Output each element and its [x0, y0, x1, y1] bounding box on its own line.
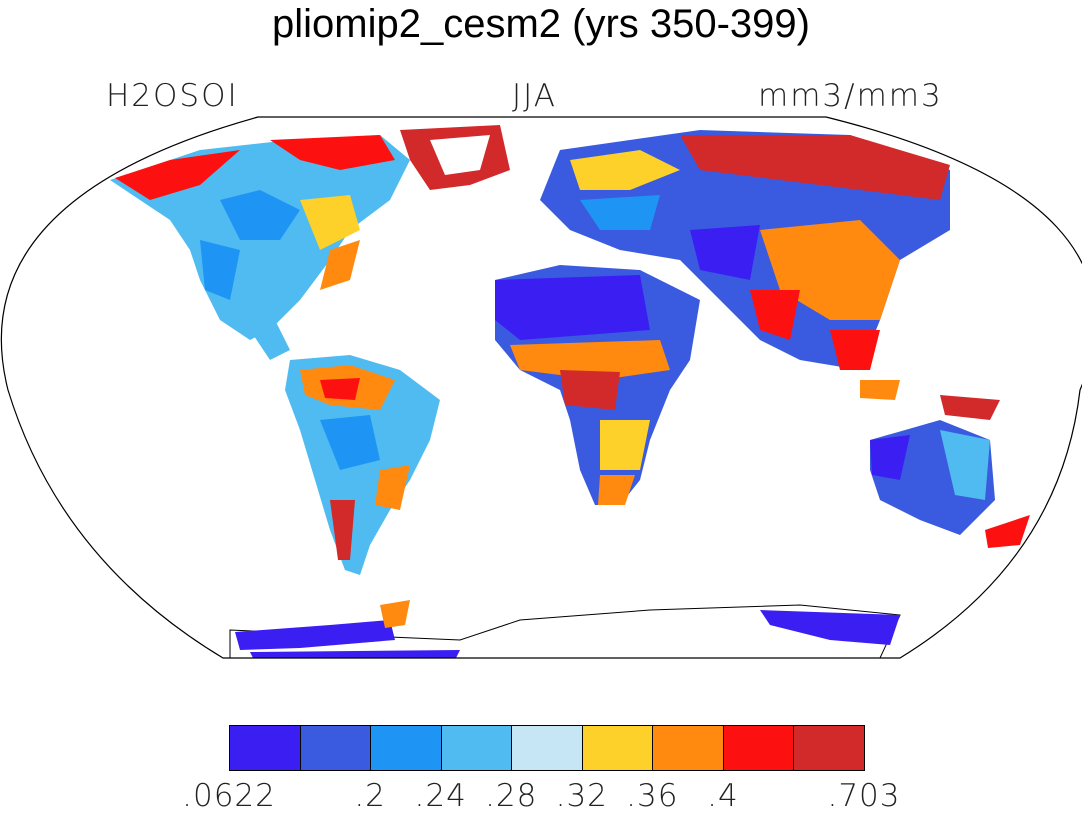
colorbar-tick-label: .4: [707, 778, 739, 814]
units-label: mm3/mm3: [758, 78, 943, 114]
map-boundary: [0, 116, 1082, 659]
antarctica-region: [229, 600, 901, 658]
colorbar-box-9: [793, 725, 865, 771]
map-title: pliomip2_cesm2 (yrs 350-399): [271, 2, 810, 46]
colorbar-box-8: [722, 725, 795, 771]
africa-region: [495, 265, 700, 505]
eurasia-region: [540, 130, 950, 370]
colorbar-tick-label: .703: [827, 778, 901, 814]
colorbar-tick-label: .36: [626, 778, 679, 814]
colorbar-box-4: [440, 725, 513, 771]
colorbar-box-5: [511, 725, 583, 771]
colorbar-box-6: [581, 725, 654, 771]
australia-region: [860, 380, 1030, 548]
colorbar-box-3: [370, 725, 442, 771]
season-label: JJA: [512, 78, 557, 114]
south-america-region: [285, 355, 440, 575]
north-america-region: [110, 135, 410, 360]
colorbar-tick-label: .32: [555, 778, 608, 814]
variable-label: H2OSOI: [106, 78, 239, 114]
colorbar-box-2: [299, 725, 372, 771]
colorbar-tick-label: .2: [354, 778, 386, 814]
land-field: [110, 125, 1030, 658]
colorbar-tick-label: .28: [485, 778, 538, 814]
colorbar-box-7: [652, 725, 724, 771]
colorbar-tick-label: .24: [414, 778, 467, 814]
colorbar-tick-label: .0622: [182, 778, 276, 814]
colorbar-box-1: [229, 725, 301, 771]
